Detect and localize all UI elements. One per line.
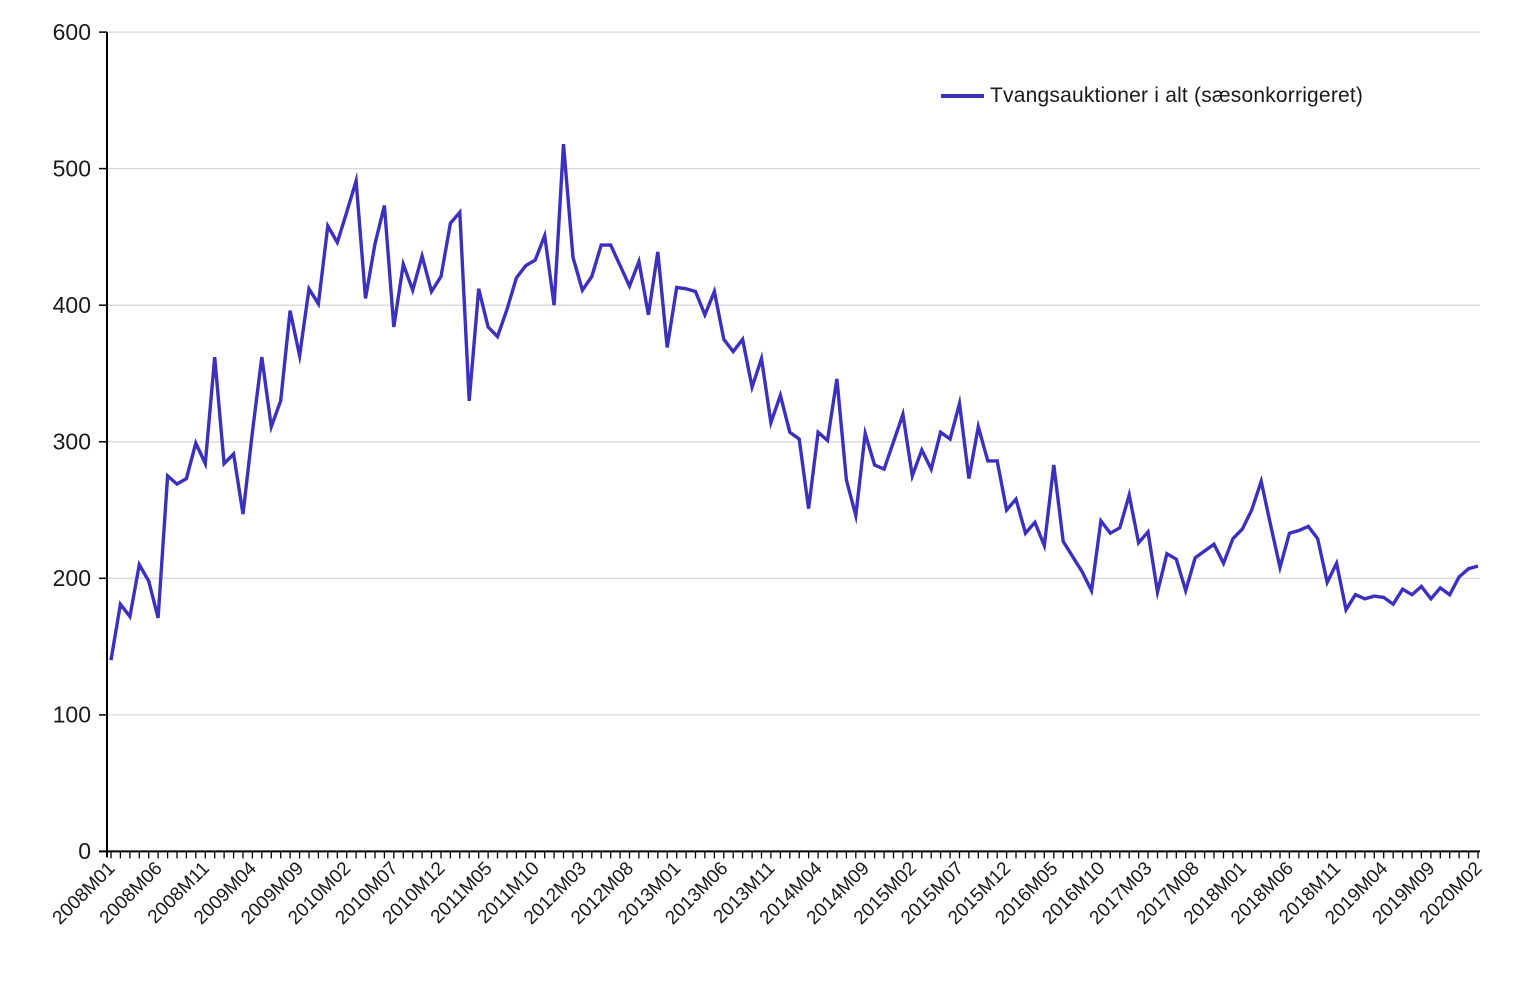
axes: [99, 32, 1480, 858]
y-axis-tick-label: 200: [53, 565, 91, 591]
series-line-tvangsauktioner: [109, 143, 1479, 661]
y-axis-tick-label: 400: [53, 292, 91, 318]
x-axis: 2008M012008M062008M112009M042009M092010M…: [49, 851, 1487, 929]
y-axis: 0 100 200 300 400 500 600: [53, 19, 107, 864]
gridlines: [107, 31, 1480, 716]
legend: Tvangsauktioner i alt (sæsonkorrigeret): [941, 84, 1363, 108]
y-axis-tick-label: 300: [53, 429, 91, 455]
y-axis-tick-label: 500: [53, 155, 91, 181]
y-axis-tick-label: 600: [53, 19, 91, 45]
y-axis-tick-label: 0: [78, 838, 91, 864]
legend-label: Tvangsauktioner i alt (sæsonkorrigeret): [990, 84, 1364, 107]
y-axis-tick-label: 100: [53, 702, 91, 728]
legend-line-swatch-icon: [941, 94, 984, 98]
